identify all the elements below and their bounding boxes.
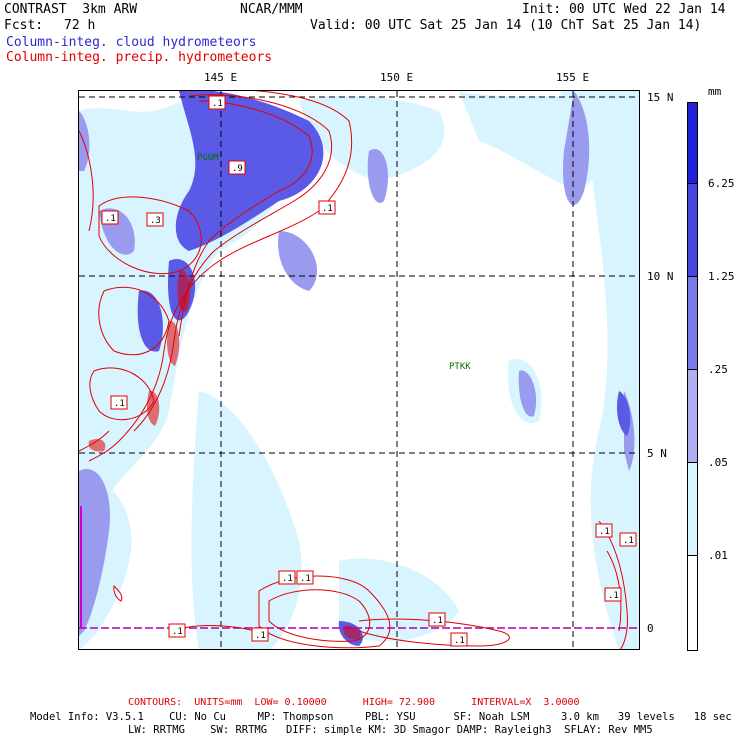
colorbar-segment xyxy=(687,462,698,556)
colorbar-segment xyxy=(687,555,698,651)
lon-tick-150: 150 E xyxy=(380,71,414,84)
center-label: NCAR/MMM xyxy=(240,2,303,17)
colorbar-level: .01 xyxy=(708,549,728,562)
forecast-label: Fcst: xyxy=(4,18,44,33)
lon-tick-145: 145 E xyxy=(204,71,238,84)
valid-time: Valid: 00 UTC Sat 25 Jan 14 (10 ChT Sat … xyxy=(310,18,702,33)
lat-tick-5n: 5 N xyxy=(647,447,667,460)
map-svg xyxy=(79,91,639,649)
model-title: CONTRAST 3km ARW xyxy=(4,2,138,17)
colorbar-segment xyxy=(687,102,698,184)
lat-tick-10n: 10 N xyxy=(647,270,674,283)
init-time: Init: 00 UTC Wed 22 Jan 14 xyxy=(522,2,726,17)
station-ptkk: PTKK xyxy=(449,362,471,372)
contour-info: CONTOURS: UNITS=mm LOW= 0.10000 HIGH= 72… xyxy=(128,697,580,708)
colorbar-level: .25 xyxy=(708,363,728,376)
colorbar-level: 1.25 xyxy=(708,270,735,283)
field-precip-title: Column-integ. precip. hydrometeors xyxy=(6,50,273,65)
forecast-hour: 72 h xyxy=(64,18,96,33)
colorbar-segment xyxy=(687,369,698,463)
lat-tick-15n: 15 N xyxy=(647,91,674,104)
lat-lon-grid xyxy=(79,91,639,649)
colorbar-unit: mm xyxy=(708,85,722,98)
colorbar-level: 6.25 xyxy=(708,177,735,190)
lon-tick-155: 155 E xyxy=(556,71,590,84)
station-pgum: PGUM xyxy=(197,153,219,163)
map-panel: PGUM PTKK .1 .3 .9 .1 .1 .1 .1 .1 .1 .1 … xyxy=(78,90,640,650)
cloud-shading-light xyxy=(79,91,639,649)
field-cloud-title: Column-integ. cloud hydrometeors xyxy=(6,35,257,50)
model-info-line1: Model Info: V3.5.1 CU: No Cu MP: Thompso… xyxy=(30,711,732,723)
lat-tick-equator: 0 xyxy=(647,622,654,635)
precip-dense-clusters xyxy=(88,270,361,640)
colorbar-segment xyxy=(687,183,698,277)
colorbar-segment xyxy=(687,276,698,370)
model-info-line2: LW: RRTMG SW: RRTMG DIFF: simple KM: 3D … xyxy=(128,724,653,736)
colorbar-level: .05 xyxy=(708,456,728,469)
